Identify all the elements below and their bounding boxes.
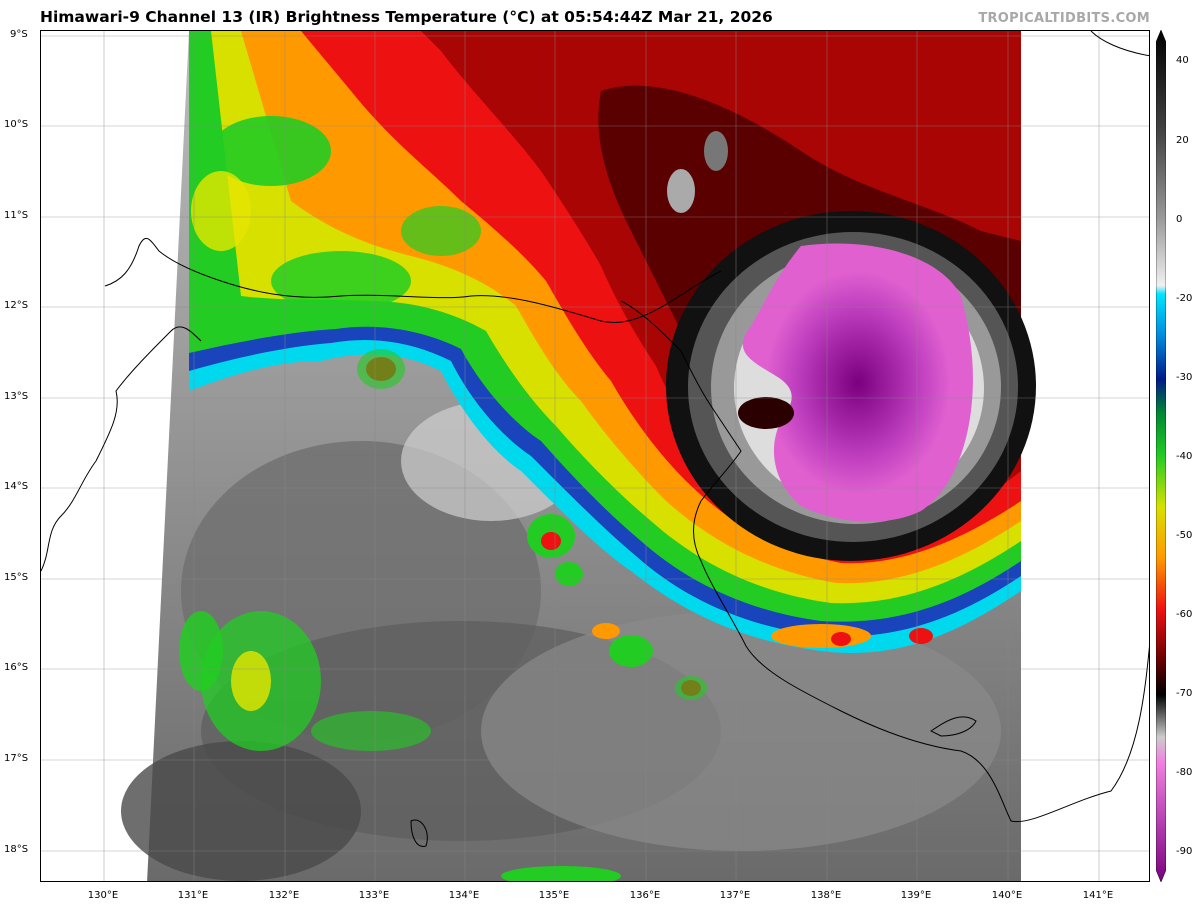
cyclone-cold-cloud-tops [742, 243, 973, 522]
colorbar-tick-label: -90 [1176, 846, 1193, 857]
colorbar-tick-label: -70 [1176, 688, 1193, 699]
lon-label: 133°E [358, 890, 390, 901]
lon-label: 134°E [448, 890, 480, 901]
lat-label: 18°S [4, 844, 29, 855]
colorbar-tick-label: -80 [1176, 767, 1193, 778]
lat-label: 12°S [4, 300, 29, 311]
lon-label: 132°E [268, 890, 300, 901]
satellite-imagery [41, 31, 1149, 881]
lon-label: 130°E [87, 890, 119, 901]
colorbar-tick-label: 40 [1176, 55, 1189, 66]
chart-title: Himawari-9 Channel 13 (IR) Brightness Te… [40, 8, 773, 26]
lat-label: 16°S [4, 662, 29, 673]
convective-cells [179, 514, 933, 881]
lat-label: 10°S [4, 119, 29, 130]
satellite-map [40, 30, 1150, 882]
lon-label: 139°E [900, 890, 932, 901]
colorbar-tick-label: -30 [1176, 372, 1193, 383]
lat-label: 11°S [4, 210, 29, 221]
lat-label: 9°S [10, 29, 28, 40]
lat-label: 17°S [4, 753, 29, 764]
lat-label: 13°S [4, 391, 29, 402]
lon-label: 131°E [177, 890, 209, 901]
colorbar-tick-label: -40 [1176, 451, 1193, 462]
source-credit: TROPICALTIDBITS.COM [978, 11, 1150, 26]
lat-label: 14°S [4, 481, 29, 492]
lon-label: 138°E [810, 890, 842, 901]
graticule [41, 31, 1149, 881]
lon-label: 137°E [719, 890, 751, 901]
colorbar-tick-label: -50 [1176, 530, 1193, 541]
coastlines [41, 31, 1149, 847]
colorbar-tick-label: 0 [1176, 214, 1183, 225]
lon-label: 135°E [538, 890, 570, 901]
colorbar [1156, 30, 1166, 882]
colorbar-tick-label: -20 [1176, 293, 1193, 304]
colorbar-tick-label: -60 [1176, 609, 1193, 620]
lon-label: 140°E [991, 890, 1023, 901]
lon-label: 141°E [1082, 890, 1114, 901]
lon-label: 136°E [629, 890, 661, 901]
lat-label: 15°S [4, 572, 29, 583]
colorbar-tick-label: 20 [1176, 135, 1189, 146]
